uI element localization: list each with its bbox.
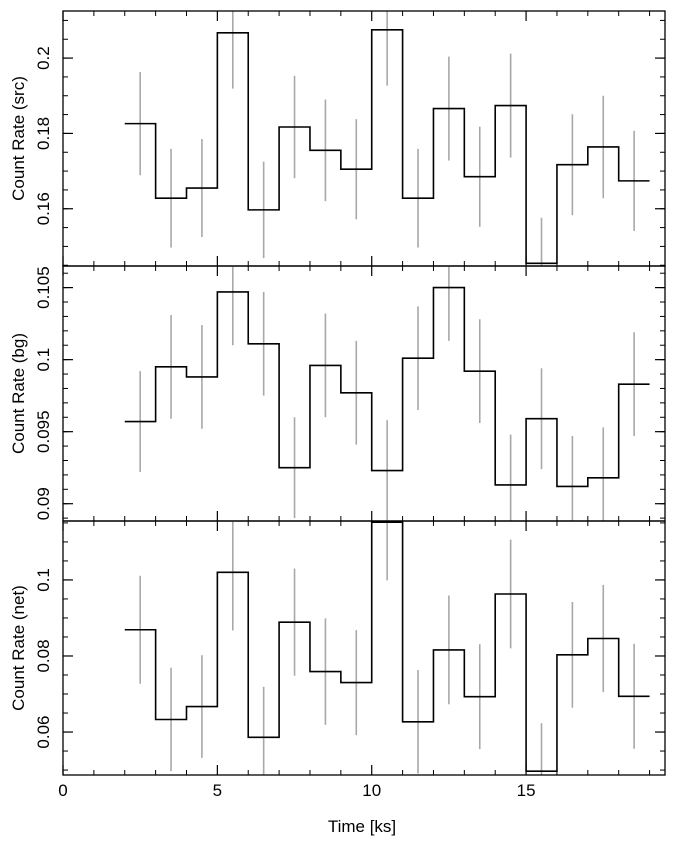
y-tick-label: 0.1 [34,348,53,372]
y-tick-label: 0.08 [34,639,53,672]
error-bars [139,521,635,775]
step-line [124,29,650,265]
x-tick-label: 5 [213,781,222,800]
step-line [124,521,650,772]
panel-3: 0.06 0.08 0.1 Count Rate (net) [9,520,666,776]
plot-frame [62,520,666,776]
y-tick-label: 0.2 [34,46,53,70]
y-axis-label: Count Rate (src) [9,76,28,201]
y-tick-label: 0.105 [34,266,53,309]
step-line [124,286,650,488]
x-tick-label: 10 [362,781,381,800]
y-tick-label: 0.1 [34,568,53,592]
panel-1: 0.16 0.18 0.2 Count Rate (src) [9,10,666,267]
error-bars [139,266,635,521]
panel-2: 0.09 0.095 0.1 0.105 Count Rate (bg) [9,265,666,522]
error-bars [139,11,635,266]
x-tick-label: 15 [517,781,536,800]
x-axis-label: Time [ks] [328,817,396,836]
y-tick-label: 0.09 [34,487,53,520]
y-tick-label: 0.18 [34,117,53,150]
y-tick-label: 0.16 [34,192,53,225]
y-axis-label: Count Rate (net) [9,585,28,711]
plot-frame [62,10,666,267]
y-tick-label: 0.095 [34,410,53,453]
y-axis-label: Count Rate (bg) [9,333,28,454]
x-tick-label: 0 [58,781,67,800]
y-tick-label: 0.06 [34,715,53,748]
